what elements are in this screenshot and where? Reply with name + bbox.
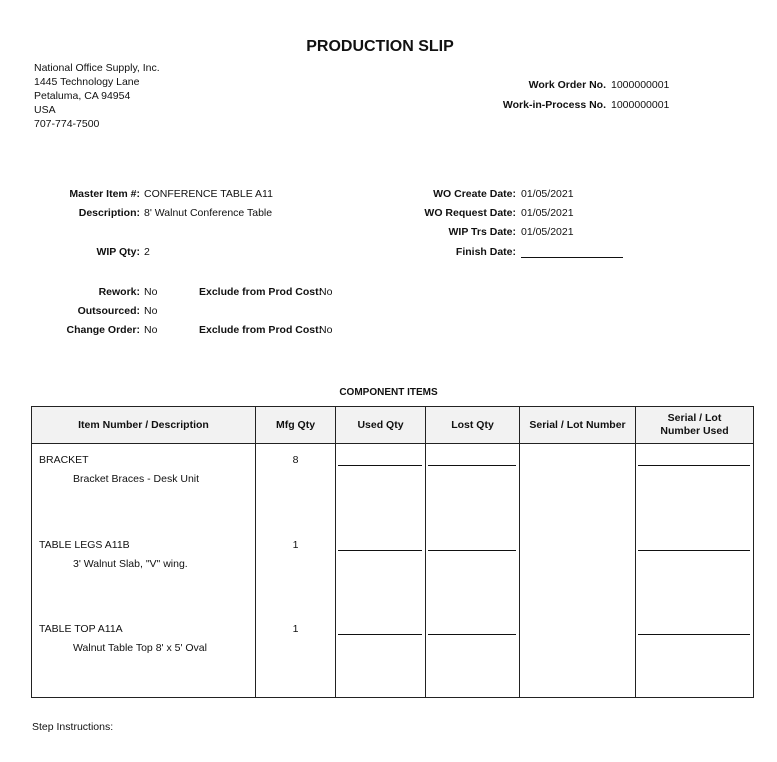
- used-qty-cell: [335, 443, 426, 698]
- component-mfg-qty: 1: [292, 623, 299, 635]
- company-phone: 707-774-7500: [34, 118, 100, 130]
- fill-in-blank[interactable]: [638, 550, 750, 551]
- component-item-number: BRACKET: [39, 454, 89, 466]
- fill-in-blank[interactable]: [638, 634, 750, 635]
- component-description: Walnut Table Top 8' x 5' Oval: [73, 642, 207, 654]
- mfg-qty-cell: 8 1 1: [255, 443, 336, 698]
- company-street: 1445 Technology Lane: [34, 76, 140, 88]
- component-item-number: TABLE LEGS A11B: [39, 539, 130, 551]
- finish-date-label: Finish Date:: [455, 246, 516, 258]
- company-country: USA: [34, 104, 56, 116]
- wip-no-value: 1000000001: [611, 99, 670, 111]
- exclude-cost-value-1: No: [319, 286, 333, 298]
- finish-date-blank: [521, 257, 623, 258]
- fill-in-blank[interactable]: [428, 634, 516, 635]
- component-description: Bracket Braces - Desk Unit: [73, 473, 200, 485]
- component-items-heading: COMPONENT ITEMS: [339, 387, 438, 398]
- col-serial-lot-used: Serial / Lot Number Used: [635, 406, 754, 444]
- fill-in-blank[interactable]: [338, 634, 422, 635]
- fill-in-blank[interactable]: [338, 465, 422, 466]
- work-order-label: Work Order No.: [528, 79, 606, 91]
- lost-qty-cell: [425, 443, 520, 698]
- company-city: Petaluma, CA 94954: [34, 90, 131, 102]
- rework-value: No: [144, 286, 158, 298]
- exclude-cost-value-2: No: [319, 324, 333, 336]
- master-item-value: CONFERENCE TABLE A11: [144, 188, 273, 200]
- rework-label: Rework:: [98, 286, 140, 298]
- wo-request-value: 01/05/2021: [521, 207, 574, 219]
- component-mfg-qty: 1: [292, 539, 299, 551]
- work-order-value: 1000000001: [611, 79, 670, 91]
- exclude-cost-label-1: Exclude from Prod Cost:: [199, 286, 323, 298]
- component-mfg-qty: 8: [292, 454, 299, 466]
- component-items-table: Item Number / Description Mfg Qty Used Q…: [31, 406, 754, 698]
- company-name: National Office Supply, Inc.: [34, 62, 160, 74]
- wo-create-value: 01/05/2021: [521, 188, 574, 200]
- step-instructions-label: Step Instructions:: [32, 721, 114, 733]
- fill-in-blank[interactable]: [428, 550, 516, 551]
- master-item-label: Master Item #:: [69, 188, 140, 200]
- fill-in-blank[interactable]: [638, 465, 750, 466]
- fill-in-blank[interactable]: [338, 550, 422, 551]
- component-item-number: TABLE TOP A11A: [39, 623, 123, 635]
- wip-no-label: Work-in-Process No.: [502, 99, 606, 111]
- description-value: 8' Walnut Conference Table: [144, 207, 273, 219]
- description-label: Description:: [78, 207, 140, 219]
- wo-create-label: WO Create Date:: [433, 188, 516, 200]
- wip-qty-value: 2: [144, 246, 150, 258]
- fill-in-blank[interactable]: [428, 465, 516, 466]
- col-serial-lot: Serial / Lot Number: [519, 406, 636, 444]
- col-used-qty: Used Qty: [335, 406, 426, 444]
- exclude-cost-label-2: Exclude from Prod Cost:: [199, 324, 323, 336]
- outsourced-value: No: [144, 305, 158, 317]
- serial-lot-used-cell: [635, 443, 754, 698]
- page-title: PRODUCTION SLIP: [306, 38, 454, 55]
- change-order-value: No: [144, 324, 158, 336]
- col-lost-qty: Lost Qty: [425, 406, 520, 444]
- change-order-label: Change Order:: [66, 324, 140, 336]
- wip-trs-value: 01/05/2021: [521, 226, 574, 238]
- col-item: Item Number / Description: [31, 406, 256, 444]
- wo-request-label: WO Request Date:: [424, 207, 516, 219]
- wip-trs-label: WIP Trs Date:: [448, 226, 517, 238]
- serial-lot-cell: [519, 443, 636, 698]
- outsourced-label: Outsourced:: [77, 305, 140, 317]
- col-mfg-qty: Mfg Qty: [255, 406, 336, 444]
- component-description: 3' Walnut Slab, "V" wing.: [73, 558, 188, 570]
- wip-qty-label: WIP Qty:: [96, 246, 140, 258]
- item-cell: BRACKET Bracket Braces - Desk Unit TABLE …: [31, 443, 256, 698]
